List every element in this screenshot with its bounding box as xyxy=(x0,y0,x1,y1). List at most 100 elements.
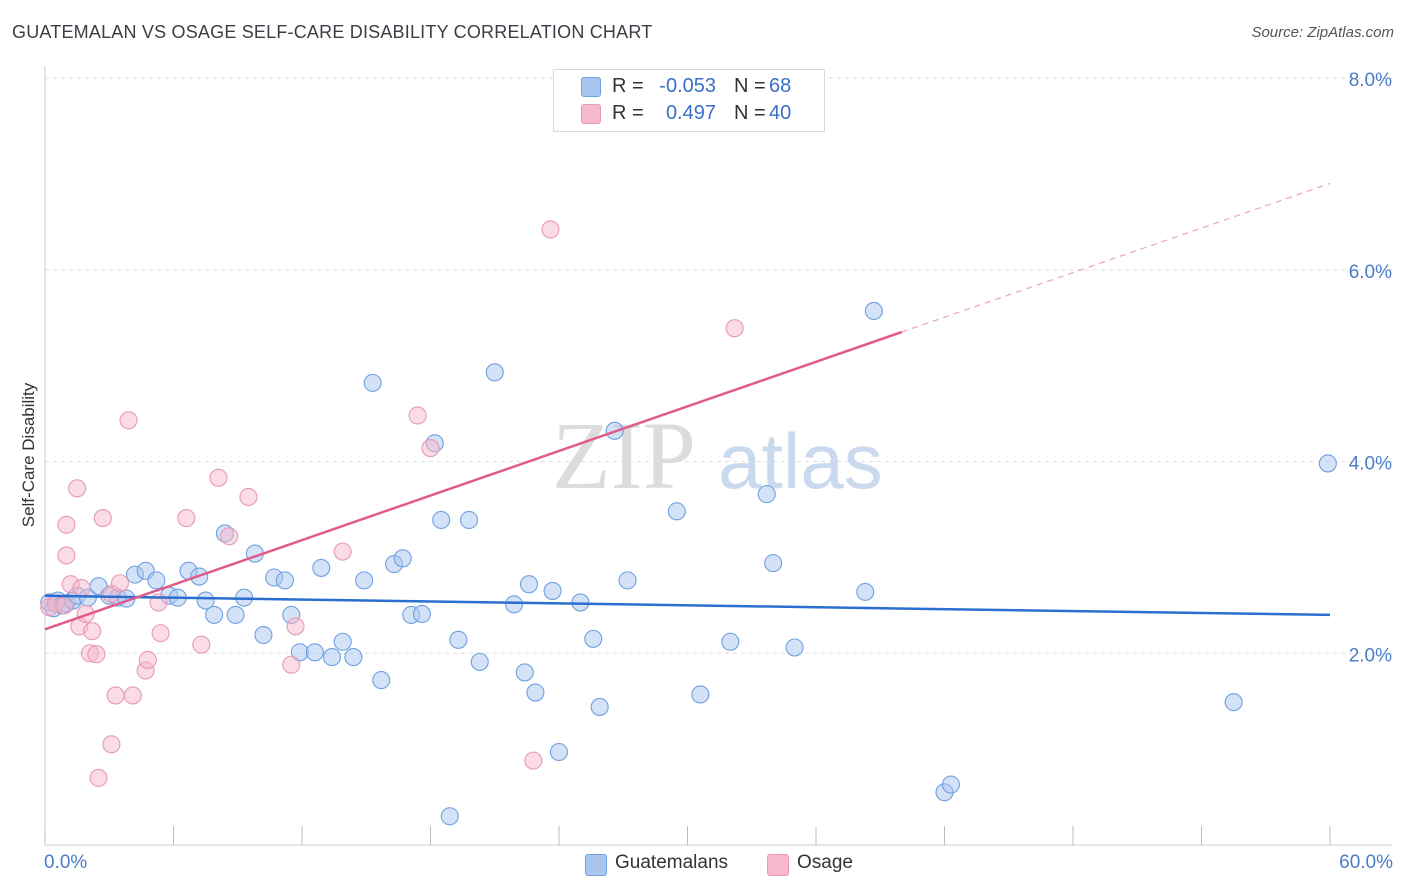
guatemalan-point xyxy=(856,582,875,601)
guatemalan-point xyxy=(254,625,273,645)
osage-point xyxy=(57,515,76,534)
chart-source: Source: ZipAtlas.com xyxy=(1251,24,1394,41)
osage-point xyxy=(421,439,440,458)
guatemalan-point xyxy=(691,685,710,704)
osage-trend-extension xyxy=(901,182,1331,333)
guatemalan-point xyxy=(785,638,804,657)
legend-n-label: N = xyxy=(734,102,766,124)
legend-r-label: R = xyxy=(612,75,644,97)
osage-point xyxy=(220,527,239,546)
legend-row-osage: R = 0.497 N = 40 xyxy=(554,101,824,128)
osage-point xyxy=(89,768,108,787)
osage-point xyxy=(72,579,91,598)
guatemalan-point xyxy=(333,632,352,651)
osage-point xyxy=(57,546,76,565)
guatemalan-point xyxy=(440,807,459,826)
axis-layer: 2.0% 4.0% 6.0% 8.0% 0.0% 60.0% xyxy=(44,66,1393,873)
osage-point xyxy=(102,735,121,754)
osage-point xyxy=(209,468,228,487)
guatemalan-point xyxy=(667,502,686,521)
guatemalan-point xyxy=(322,648,342,667)
guatemalan-point xyxy=(549,742,569,762)
guatemalan-point xyxy=(226,605,245,624)
guatemalan-point xyxy=(504,595,524,614)
legend-label: Osage xyxy=(797,852,853,873)
osage-point xyxy=(524,751,543,770)
guatemalan-point xyxy=(764,554,783,573)
guatemalan-point xyxy=(205,605,224,624)
y-tick-label: 6.0% xyxy=(1349,262,1392,283)
guatemalan-point xyxy=(412,604,431,623)
legend-swatch-osage xyxy=(581,104,601,124)
legend-row-guatemalans: R = -0.053 N = 68 xyxy=(554,74,824,101)
guatemalan-point xyxy=(363,373,382,392)
osage-point xyxy=(93,509,112,528)
osage-point xyxy=(239,487,258,507)
osage-point xyxy=(123,686,142,705)
guatemalan-point xyxy=(1318,454,1337,473)
guatemalan-point xyxy=(275,571,294,590)
osage-point xyxy=(68,479,87,498)
legend-n-label: N = xyxy=(734,75,766,97)
guatemalan-point xyxy=(393,549,412,568)
osage-point xyxy=(87,645,106,664)
guatemalan-point xyxy=(515,663,534,682)
guatemalan-point xyxy=(312,558,331,577)
legend-swatch-guatemalans xyxy=(581,77,601,97)
watermark-zip: ZIP xyxy=(552,402,696,509)
stats-legend: R = -0.053 N = 68 R = 0.497 N = 40 xyxy=(553,69,825,132)
guatemalan-point xyxy=(147,571,166,590)
guatemalan-point xyxy=(372,671,391,690)
guatemalan-point xyxy=(305,643,324,662)
grid-layer xyxy=(45,77,1392,654)
guatemalan-point xyxy=(864,301,883,321)
guatemalan-point xyxy=(721,632,740,651)
osage-point xyxy=(286,617,305,636)
legend-swatch xyxy=(767,854,789,876)
osage-point xyxy=(110,574,130,593)
watermark-atlas: atlas xyxy=(718,417,883,505)
guatemalan-point xyxy=(941,775,960,794)
osage-trend-line xyxy=(44,330,903,631)
y-tick-label: 4.0% xyxy=(1349,454,1392,475)
points-layer xyxy=(40,220,1337,826)
guatemalan-point xyxy=(618,571,637,590)
guatemalan-point xyxy=(485,363,504,382)
guatemalan-point xyxy=(459,510,479,530)
osage-point xyxy=(541,220,560,239)
watermark: ZIP atlas xyxy=(552,402,883,509)
osage-point xyxy=(151,624,170,643)
guatemalan-point xyxy=(1224,693,1243,712)
guatemalan-point xyxy=(449,630,468,649)
legend-r-label: R = xyxy=(612,102,644,124)
guatemalan-point xyxy=(590,697,609,716)
y-axis-label: Self-Care Disability xyxy=(19,382,38,527)
guatemalan-point xyxy=(470,652,489,671)
legend-label: Guatemalans xyxy=(615,852,729,873)
trend-layer xyxy=(44,182,1331,631)
osage-point xyxy=(55,596,74,615)
osage-point xyxy=(106,686,125,705)
guatemalan-point xyxy=(584,629,603,648)
guatemalan-point xyxy=(432,510,451,530)
osage-point xyxy=(119,411,138,430)
guatemalan-point xyxy=(196,591,215,610)
osage-point xyxy=(333,542,352,561)
legend-r-value: -0.053 xyxy=(659,75,716,97)
osage-point xyxy=(138,650,157,670)
y-tick-label: 8.0% xyxy=(1349,70,1392,91)
x-tick-label: 60.0% xyxy=(1339,852,1393,873)
guatemalan-point xyxy=(757,485,776,504)
osage-point xyxy=(725,319,744,338)
guatemalan-point xyxy=(519,575,539,594)
osage-point xyxy=(408,406,427,425)
osage-point xyxy=(282,655,301,674)
legend-swatch xyxy=(585,854,607,876)
series-legend: Guatemalans Osage xyxy=(0,852,1406,878)
y-tick-label: 2.0% xyxy=(1349,645,1392,666)
legend-r-value: 0.497 xyxy=(665,102,716,124)
guatemalan-point xyxy=(526,683,545,702)
legend-n-value: 40 xyxy=(769,102,792,124)
chart-title: GUATEMALAN VS OSAGE SELF-CARE DISABILITY… xyxy=(12,22,653,42)
